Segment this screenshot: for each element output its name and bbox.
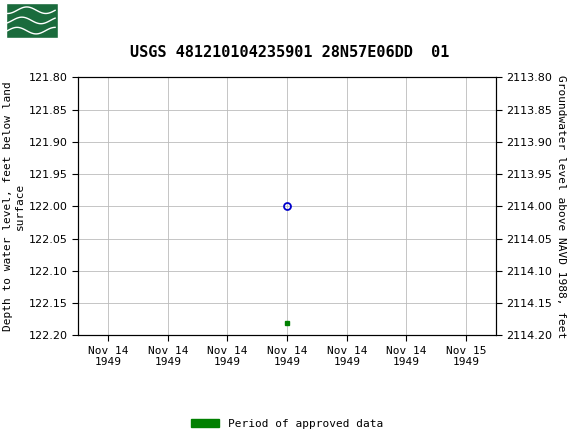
- Y-axis label: Groundwater level above NAVD 1988, feet: Groundwater level above NAVD 1988, feet: [556, 75, 567, 338]
- Text: USGS 481210104235901 28N57E06DD  01: USGS 481210104235901 28N57E06DD 01: [130, 45, 450, 60]
- Text: USGS: USGS: [64, 10, 128, 31]
- Bar: [6, 3, 58, 37]
- Legend: Period of approved data: Period of approved data: [187, 414, 387, 430]
- Y-axis label: Depth to water level, feet below land
surface: Depth to water level, feet below land su…: [3, 82, 25, 331]
